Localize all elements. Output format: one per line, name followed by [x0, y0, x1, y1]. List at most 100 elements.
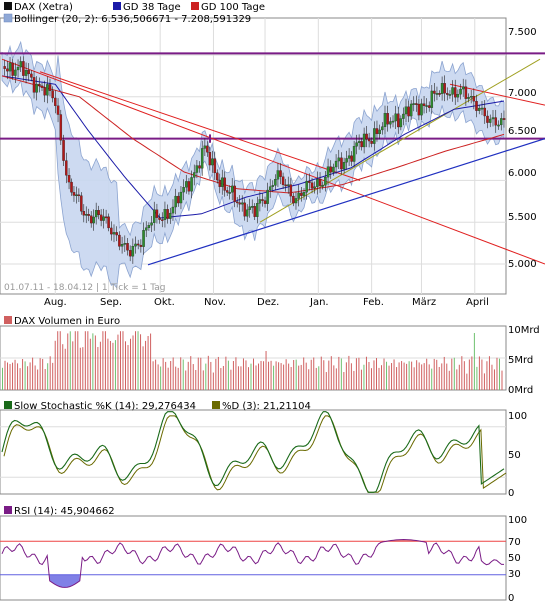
candle-body — [136, 243, 140, 246]
candle-body — [261, 199, 264, 201]
volume-bar — [84, 331, 86, 390]
rsi-panel: RSI (14): 45,904662 100 70 50 30 0 — [0, 506, 527, 604]
candle-body — [446, 93, 449, 95]
volume-bar — [398, 362, 400, 390]
legend-bollinger: Bollinger (20, 2): 6.536,506671 - 7.208,… — [14, 14, 251, 25]
price-content — [0, 40, 545, 289]
volume-bar — [27, 366, 29, 390]
month-aug: Aug. — [44, 297, 67, 308]
volume-bar — [345, 362, 347, 390]
volume-bar — [4, 360, 6, 390]
candle-body — [35, 83, 38, 93]
volume-bar — [222, 365, 224, 390]
candle-body — [483, 107, 486, 117]
volume-bar — [29, 362, 31, 390]
volume-bar — [431, 368, 433, 390]
volume-bar — [24, 361, 26, 390]
volume-bar — [135, 331, 137, 390]
stoch-k-line — [1, 411, 505, 493]
volume-tick-5: 5Mrd — [508, 355, 533, 366]
volume-bar — [353, 370, 355, 390]
volume-bar — [79, 347, 81, 390]
volume-bar — [466, 373, 468, 390]
candle-body — [190, 177, 193, 192]
gd38-line — [1, 75, 505, 219]
volume-bar — [360, 369, 362, 390]
candle-body — [334, 160, 338, 168]
candle-body — [250, 206, 254, 208]
legend-swatch-gd100 — [191, 2, 199, 10]
candle-body — [150, 222, 153, 226]
candle-body — [491, 117, 495, 120]
volume-bar — [393, 359, 395, 390]
candle-body — [30, 73, 33, 78]
candle-body — [216, 172, 219, 181]
month-maerz: März — [412, 297, 436, 308]
volume-bar — [456, 369, 458, 390]
candle-body — [276, 170, 280, 180]
volume-bar — [453, 357, 455, 390]
volume-bar — [52, 362, 54, 390]
volume-bar — [109, 340, 111, 390]
candle-body — [177, 195, 180, 204]
volume-bar — [130, 338, 132, 390]
candle-body — [213, 158, 217, 174]
volume-bar — [69, 331, 71, 390]
candle-body — [163, 209, 167, 220]
candle-body — [203, 145, 207, 149]
volume-bar — [74, 331, 76, 390]
volume-bar — [217, 356, 219, 390]
candle-body — [499, 118, 503, 126]
candle-body — [118, 234, 121, 247]
volume-bar — [235, 357, 237, 390]
stoch-d-line — [3, 415, 507, 493]
candle-body — [112, 232, 116, 235]
volume-bar — [162, 358, 164, 390]
candle-body — [279, 170, 282, 177]
volume-bar — [255, 365, 257, 390]
volume-bar — [401, 361, 403, 390]
volume-bar — [421, 364, 423, 390]
volume-bar — [200, 357, 202, 390]
candle-body — [263, 200, 267, 204]
volume-bar — [325, 372, 327, 390]
volume-bar — [185, 370, 187, 390]
month-nov: Nov. — [204, 297, 226, 308]
volume-bar — [358, 357, 360, 390]
volume-bar — [137, 331, 139, 390]
legend-swatch-volume — [4, 316, 12, 324]
volume-bar — [237, 366, 239, 390]
candle-body — [248, 206, 251, 210]
volume-tick-0: 0Mrd — [508, 385, 533, 396]
legend-volume: DAX Volumen in Euro — [14, 316, 120, 327]
candle-body — [8, 62, 12, 72]
candle-body — [144, 227, 148, 231]
candle-body — [417, 103, 421, 116]
volume-bar — [160, 366, 162, 390]
candle-body — [305, 180, 308, 193]
legend-swatch-gd38 — [113, 2, 121, 10]
price-legend: DAX (Xetra) GD 38 Tage GD 100 Tage Bolli… — [3, 2, 265, 25]
candle-body — [420, 103, 423, 116]
candle-body — [329, 166, 332, 173]
volume-bar — [501, 370, 503, 390]
volume-bar — [418, 362, 420, 390]
candle-body — [352, 146, 356, 162]
volume-bar — [263, 361, 265, 390]
candle-body — [425, 105, 428, 107]
volume-bar — [273, 365, 275, 390]
candle-body — [480, 107, 484, 110]
volume-bar — [127, 345, 129, 390]
volume-bar — [310, 359, 312, 390]
volume-bar — [155, 359, 157, 390]
volume-bar — [12, 362, 14, 390]
volume-bar — [388, 365, 390, 390]
stoch-tick-100: 100 — [508, 411, 527, 422]
candle-body — [238, 202, 241, 205]
volume-bar — [182, 359, 184, 390]
candle-body — [316, 179, 319, 187]
candle-body — [497, 124, 500, 127]
candle-body — [313, 186, 316, 189]
bollinger-band — [1, 40, 505, 289]
volume-bar — [411, 361, 413, 390]
